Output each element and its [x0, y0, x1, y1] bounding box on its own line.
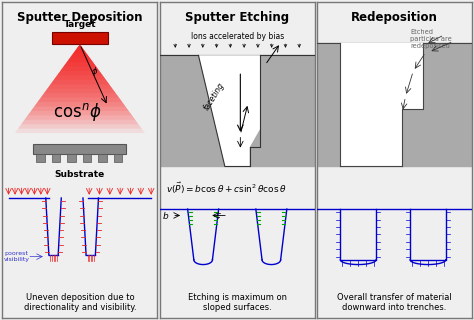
- Text: Sputter Etching: Sputter Etching: [185, 11, 289, 24]
- Polygon shape: [37, 44, 122, 102]
- Text: $v(\vec{P}) = b\cos\theta + c\sin^2\theta\cos\theta$: $v(\vec{P}) = b\cos\theta + c\sin^2\thet…: [166, 180, 287, 196]
- Polygon shape: [70, 44, 90, 58]
- Text: $b$: $b$: [162, 210, 170, 221]
- Polygon shape: [340, 43, 422, 166]
- Polygon shape: [67, 44, 93, 62]
- Polygon shape: [18, 44, 142, 129]
- Text: Sputter Deposition: Sputter Deposition: [17, 11, 143, 24]
- Bar: [36, 154, 45, 162]
- Text: Overall transfer of material
downward into trenches.: Overall transfer of material downward in…: [337, 293, 452, 312]
- Text: Etched
particles are
redeposited: Etched particles are redeposited: [410, 28, 452, 49]
- Text: Substrate: Substrate: [55, 170, 105, 179]
- Polygon shape: [41, 44, 119, 98]
- Text: $c$: $c$: [215, 211, 222, 220]
- Polygon shape: [160, 55, 315, 166]
- Polygon shape: [73, 44, 86, 53]
- Polygon shape: [28, 44, 132, 115]
- Bar: [33, 144, 127, 154]
- Text: Target: Target: [64, 20, 96, 28]
- Bar: [83, 154, 91, 162]
- Text: $\phi$: $\phi$: [91, 66, 98, 78]
- Text: Uneven deposition due to
directionality and visibility.: Uneven deposition due to directionality …: [24, 293, 136, 312]
- Bar: [114, 154, 122, 162]
- Polygon shape: [64, 44, 96, 67]
- Bar: [99, 154, 107, 162]
- Polygon shape: [77, 44, 83, 49]
- Polygon shape: [199, 55, 261, 166]
- Polygon shape: [44, 44, 116, 93]
- Text: Etching is maximum on
sloped surfaces.: Etching is maximum on sloped surfaces.: [188, 293, 287, 312]
- Polygon shape: [31, 44, 129, 111]
- Polygon shape: [15, 44, 145, 133]
- Polygon shape: [34, 44, 126, 107]
- Polygon shape: [60, 44, 100, 71]
- Text: Ions accelerated by bias: Ions accelerated by bias: [191, 32, 284, 41]
- Polygon shape: [317, 43, 472, 166]
- Polygon shape: [51, 44, 109, 84]
- Bar: [52, 32, 108, 44]
- Text: Redeposition: Redeposition: [351, 11, 438, 24]
- Polygon shape: [25, 44, 135, 120]
- Text: $\mathrm{cos}^n\phi$: $\mathrm{cos}^n\phi$: [53, 101, 101, 124]
- Bar: [52, 154, 61, 162]
- Polygon shape: [47, 44, 112, 89]
- Bar: [67, 154, 76, 162]
- Polygon shape: [54, 44, 106, 80]
- Polygon shape: [21, 44, 138, 124]
- Text: poorest
visibility: poorest visibility: [4, 251, 30, 262]
- Text: faceting: faceting: [201, 81, 226, 112]
- Polygon shape: [57, 44, 103, 76]
